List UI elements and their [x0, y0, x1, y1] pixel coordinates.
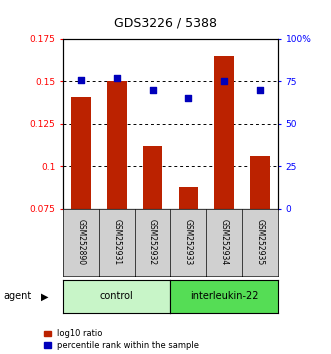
Text: GSM252932: GSM252932: [148, 219, 157, 265]
Text: GSM252931: GSM252931: [112, 219, 121, 265]
Text: GSM252935: GSM252935: [256, 219, 264, 265]
Point: [114, 75, 119, 81]
Point: [150, 87, 155, 93]
Bar: [71, 97, 91, 209]
Text: interleukin-22: interleukin-22: [190, 291, 259, 302]
Bar: [107, 81, 126, 209]
Text: GSM252934: GSM252934: [220, 219, 229, 265]
Text: agent: agent: [3, 291, 31, 302]
Legend: log10 ratio, percentile rank within the sample: log10 ratio, percentile rank within the …: [44, 329, 199, 350]
Text: GSM252933: GSM252933: [184, 219, 193, 265]
Bar: [143, 146, 163, 209]
Point: [186, 96, 191, 101]
Bar: [250, 156, 270, 209]
Text: ▶: ▶: [41, 291, 48, 302]
Text: GSM252890: GSM252890: [76, 219, 85, 265]
Bar: [214, 56, 234, 209]
Text: control: control: [100, 291, 133, 302]
Point: [78, 77, 83, 82]
Bar: [178, 187, 198, 209]
Point: [222, 79, 227, 84]
Point: [258, 87, 263, 93]
Text: GDS3226 / 5388: GDS3226 / 5388: [114, 17, 217, 29]
